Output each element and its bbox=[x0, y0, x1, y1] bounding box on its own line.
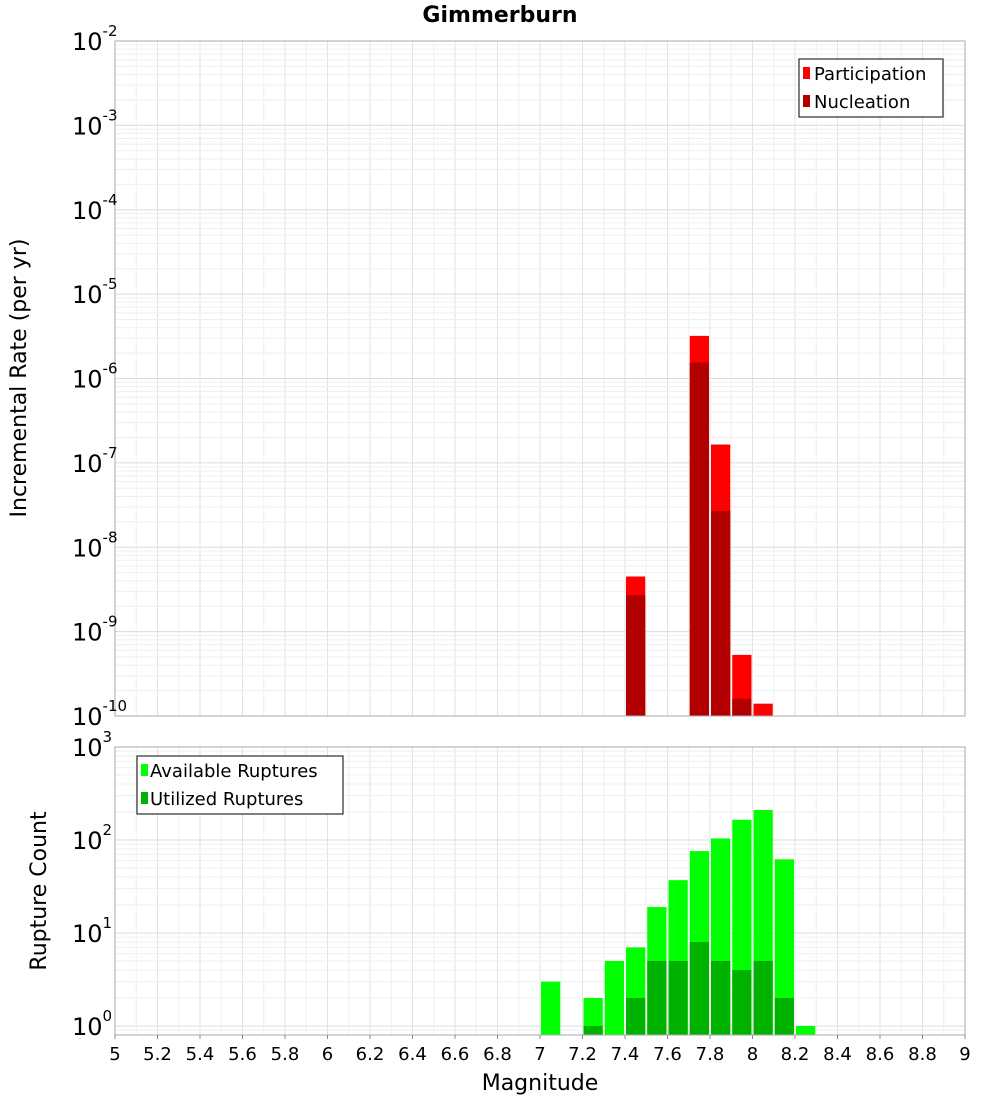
rate-bars bbox=[626, 335, 773, 716]
count-panel: 100 101 102 103 5 5.2 5.4 5.6 5.8 6 6.2 6.4 6.6 6.8 7… bbox=[27, 728, 971, 1096]
rate-y-axis-label: Incremental Rate (per yr) bbox=[7, 239, 32, 518]
x-tick-label: 6 bbox=[322, 1044, 333, 1065]
count-bar-series1 bbox=[583, 997, 603, 1035]
x-tick-label: 5 bbox=[109, 1044, 120, 1065]
y-tick-label: 10-6 bbox=[72, 360, 118, 394]
count-bar-series2 bbox=[647, 960, 667, 1035]
count-bar-series1 bbox=[774, 859, 794, 1035]
y-tick-label: 101 bbox=[72, 914, 112, 948]
y-tick-label: 10-10 bbox=[72, 697, 127, 731]
x-tick-label: 7.6 bbox=[653, 1044, 682, 1065]
x-tick-label: 9 bbox=[959, 1044, 970, 1065]
x-tick-label: 5.2 bbox=[143, 1044, 172, 1065]
count-y-ticks: 100 101 102 103 bbox=[72, 728, 112, 1041]
available-swatch bbox=[141, 764, 148, 776]
y-tick-label: 10-2 bbox=[72, 22, 118, 56]
count-bar-series2 bbox=[711, 960, 731, 1035]
nucleation-swatch bbox=[803, 95, 810, 107]
count-y-axis-label: Rupture Count bbox=[27, 811, 52, 971]
rate-panel: 10-10 10-9 10-8 10-7 10-6 10-5 10-4 10-3 10-2 In… bbox=[7, 22, 966, 731]
rate-bar-series2 bbox=[711, 510, 731, 716]
x-tick-label: 7.8 bbox=[696, 1044, 725, 1065]
count-legend: Available Ruptures Utilized Ruptures bbox=[136, 755, 344, 815]
rate-bar-series2 bbox=[689, 362, 709, 716]
rate-bar-series2 bbox=[732, 698, 752, 716]
count-legend-box bbox=[136, 755, 344, 815]
y-tick-label: 102 bbox=[72, 821, 112, 855]
x-tick-label: 5.4 bbox=[186, 1044, 215, 1065]
count-bar-series2 bbox=[626, 997, 646, 1035]
x-tick-label: 7 bbox=[534, 1044, 545, 1065]
x-tick-label: 8.6 bbox=[866, 1044, 895, 1065]
y-tick-label: 10-8 bbox=[72, 528, 118, 562]
count-bar-series1 bbox=[604, 960, 624, 1035]
x-tick-label: 5.6 bbox=[228, 1044, 257, 1065]
rate-plot-border bbox=[114, 40, 966, 717]
y-tick-label: 10-4 bbox=[72, 191, 118, 225]
x-tick-label: 8.8 bbox=[908, 1044, 937, 1065]
utilized-legend-label: Utilized Ruptures bbox=[150, 789, 303, 810]
rate-legend-box bbox=[798, 58, 944, 118]
chart-title: Gimmerburn bbox=[422, 3, 577, 28]
count-bar-series2 bbox=[753, 960, 773, 1035]
x-tick-label: 5.8 bbox=[271, 1044, 300, 1065]
count-bar-series1 bbox=[796, 1025, 816, 1035]
y-tick-label: 100 bbox=[72, 1007, 112, 1041]
count-bar-series1 bbox=[541, 981, 561, 1035]
x-tick-label: 6.4 bbox=[398, 1044, 427, 1065]
x-tick-label: 6.2 bbox=[356, 1044, 385, 1065]
x-tick-label: 8.4 bbox=[823, 1044, 852, 1065]
count-bar-series2 bbox=[774, 997, 794, 1035]
y-tick-label: 10-7 bbox=[72, 444, 118, 478]
utilized-swatch bbox=[141, 792, 148, 804]
rate-bar-series2 bbox=[626, 595, 646, 716]
y-tick-label: 10-3 bbox=[72, 106, 118, 140]
magnitude-x-ticks: 5 5.2 5.4 5.6 5.8 6 6.2 6.4 6.6 6.8 7 7.2 7.4 7.6 7.8 8… bbox=[109, 1035, 971, 1065]
participation-swatch bbox=[803, 67, 810, 79]
rate-grid bbox=[114, 41, 966, 717]
count-bar-series2 bbox=[732, 969, 752, 1035]
count-bar-series2 bbox=[583, 1025, 603, 1035]
count-bars bbox=[541, 810, 816, 1035]
rate-y-ticks: 10-10 10-9 10-8 10-7 10-6 10-5 10-4 10-3 10-2 bbox=[72, 22, 127, 731]
x-tick-label: 7.4 bbox=[611, 1044, 640, 1065]
x-tick-label: 7.2 bbox=[568, 1044, 597, 1065]
x-tick-label: 6.6 bbox=[441, 1044, 470, 1065]
x-axis-label: Magnitude bbox=[482, 1071, 599, 1096]
count-bar-series2 bbox=[689, 942, 709, 1035]
x-tick-label: 6.8 bbox=[483, 1044, 512, 1065]
y-tick-label: 10-9 bbox=[72, 613, 118, 647]
nucleation-legend-label: Nucleation bbox=[814, 92, 910, 113]
count-bar-series2 bbox=[668, 960, 688, 1035]
x-tick-label: 8 bbox=[747, 1044, 758, 1065]
x-tick-label: 8.2 bbox=[781, 1044, 810, 1065]
participation-legend-label: Participation bbox=[814, 64, 926, 85]
y-tick-label: 103 bbox=[72, 728, 112, 762]
rate-legend: Participation Nucleation bbox=[798, 58, 944, 118]
available-legend-label: Available Ruptures bbox=[150, 761, 318, 782]
rate-bar-series1 bbox=[753, 703, 773, 716]
y-tick-label: 10-5 bbox=[72, 275, 118, 309]
